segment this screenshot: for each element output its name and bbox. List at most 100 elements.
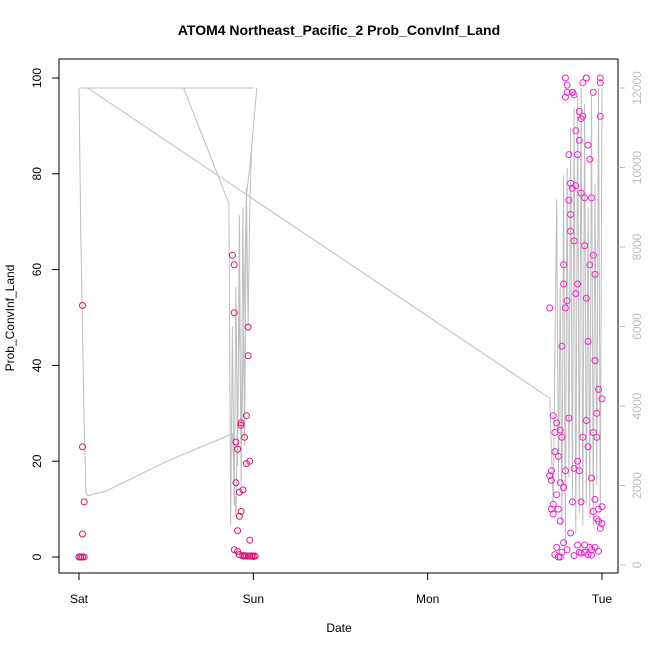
data-point <box>596 112 604 120</box>
y-axis-label: Prob_ConvInf_Land <box>3 265 17 372</box>
data-point <box>553 543 561 551</box>
y-right-tick-label: 12000 <box>630 71 644 105</box>
data-point <box>586 261 594 269</box>
data-point <box>234 445 242 453</box>
data-point <box>570 552 578 560</box>
data-point <box>584 141 592 149</box>
data-point <box>561 93 569 101</box>
data-point <box>581 548 589 556</box>
data-point <box>230 261 238 269</box>
data-point <box>598 520 606 527</box>
data-point <box>546 304 554 312</box>
data-point <box>246 536 254 544</box>
y-tick-label: 20 <box>30 454 44 468</box>
data-point <box>574 280 582 288</box>
y-right-tick-label: 0 <box>630 561 644 568</box>
data-point <box>554 452 562 460</box>
data-point <box>230 546 238 554</box>
data-point <box>568 88 576 96</box>
data-point <box>556 479 564 487</box>
data-point <box>556 517 564 525</box>
data-point <box>560 484 568 491</box>
data-point <box>560 539 568 547</box>
y-axis-right: 0 2000 4000 6000 8000 10000 12000 <box>618 71 644 568</box>
data-point <box>565 196 573 204</box>
data-point <box>561 74 569 82</box>
data-point <box>563 88 571 96</box>
data-point <box>239 486 247 494</box>
data-point <box>79 553 86 561</box>
data-point <box>560 261 568 269</box>
data-point <box>554 505 562 513</box>
data-point <box>581 194 589 202</box>
y-right-tick-label: 10000 <box>630 150 644 184</box>
data-point <box>549 412 557 420</box>
data-point <box>589 88 597 96</box>
data-point <box>547 476 555 484</box>
data-point <box>563 81 571 89</box>
data-point <box>582 294 590 302</box>
data-point <box>591 543 599 551</box>
y-axis-left: 0 20 40 60 80 100 <box>30 68 59 560</box>
data-point <box>588 474 595 482</box>
data-point <box>547 505 555 513</box>
data-point <box>79 302 86 309</box>
data-point <box>234 547 242 555</box>
data-point <box>244 352 252 360</box>
data-point <box>575 108 583 115</box>
data-point <box>561 304 569 312</box>
y-tick-label: 100 <box>30 68 44 88</box>
data-point <box>558 342 566 350</box>
data-point <box>567 227 575 235</box>
data-point <box>79 530 86 538</box>
data-point <box>234 527 242 535</box>
data-point <box>577 549 585 557</box>
data-point <box>582 417 590 424</box>
data-point <box>237 508 245 515</box>
data-point <box>574 457 582 465</box>
data-point <box>546 472 554 480</box>
data-point <box>556 426 564 434</box>
data-point <box>581 242 589 250</box>
data-point <box>251 552 259 560</box>
y-tick-label: 80 <box>30 167 44 181</box>
data-point <box>561 467 569 475</box>
data-point <box>558 433 566 441</box>
data-point <box>591 270 599 278</box>
y-tick-label: 0 <box>30 553 44 560</box>
data-point <box>570 237 578 245</box>
secondary-line-series <box>78 87 603 546</box>
data-point <box>577 189 585 197</box>
scatter-points <box>75 74 606 561</box>
data-point <box>593 409 601 417</box>
data-point <box>549 510 557 518</box>
data-point <box>595 505 602 513</box>
data-point <box>235 488 243 496</box>
x-axis-label: Date <box>326 621 352 635</box>
data-point <box>589 429 597 436</box>
data-point <box>575 136 583 144</box>
data-point <box>595 517 602 525</box>
data-point <box>588 194 595 202</box>
data-point <box>553 419 561 427</box>
x-tick-label: Sat <box>70 592 89 606</box>
data-point <box>237 419 245 427</box>
data-point <box>551 448 559 456</box>
data-point <box>568 498 576 506</box>
data-point <box>579 112 587 120</box>
data-point <box>574 541 582 549</box>
data-point <box>556 553 564 561</box>
data-point <box>596 74 604 82</box>
data-point <box>549 500 557 508</box>
x-tick-label: Mon <box>416 592 439 606</box>
data-point <box>577 498 585 506</box>
data-point <box>228 251 236 259</box>
data-point <box>596 524 604 532</box>
data-point <box>553 491 561 499</box>
y-tick-label: 40 <box>30 358 44 372</box>
y-right-tick-label: 2000 <box>630 472 644 499</box>
data-point <box>595 385 602 393</box>
data-point <box>598 503 606 511</box>
data-point <box>588 546 595 554</box>
